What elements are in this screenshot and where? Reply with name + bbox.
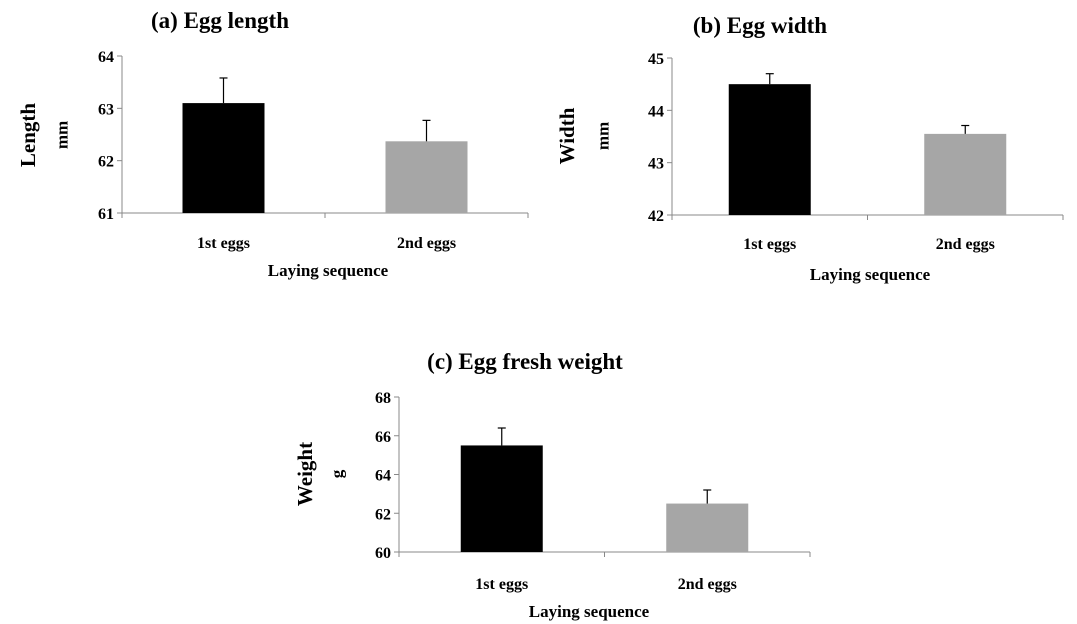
category-label: 1st eggs (475, 576, 528, 593)
bar-2 (666, 503, 749, 552)
y-tick-label: 43 (648, 156, 664, 173)
chart-panel-1: (a) Egg length 61 62 63 64 1st eggs 2nd eggs La… (16, 8, 529, 280)
y-tick-label: 68 (375, 390, 391, 407)
y-tick-label: 44 (648, 103, 664, 120)
category-label: 2nd eggs (678, 576, 737, 593)
bar-2 (385, 141, 468, 213)
y-axis-unit: mm (594, 122, 613, 150)
x-axis-label: Laying sequence (810, 265, 931, 284)
y-axis-label: Weight (293, 442, 317, 506)
category-label: 2nd eggs (936, 236, 995, 253)
y-tick-label: 42 (648, 208, 664, 225)
y-axis-label: Length (16, 103, 40, 168)
category-label: 1st eggs (743, 236, 796, 253)
y-tick-label: 60 (375, 545, 391, 562)
y-axis-unit: mm (53, 121, 72, 149)
y-tick-label: 62 (375, 506, 391, 523)
y-axis-label: Width (555, 107, 579, 164)
y-tick-label: 64 (375, 468, 391, 485)
y-tick-label: 63 (98, 101, 114, 118)
category-label: 1st eggs (197, 235, 250, 252)
y-tick-label: 45 (648, 51, 664, 68)
category-label: 2nd eggs (397, 235, 456, 252)
bar-1 (182, 103, 265, 213)
y-tick-label: 66 (375, 429, 391, 446)
chart-panel-2: (b) Egg width 42 43 44 45 1st eggs 2nd eggs Lay… (555, 13, 1064, 284)
y-tick-label: 62 (98, 154, 114, 171)
chart-panel-3: (c) Egg fresh weight 60 62 64 66 68 1st eggs 2n… (293, 349, 811, 621)
y-tick-label: 61 (98, 206, 114, 223)
chart-title: (b) Egg width (693, 13, 827, 38)
x-axis-label: Laying sequence (268, 261, 389, 280)
bar-1 (728, 84, 811, 216)
bar-2 (924, 133, 1007, 215)
y-axis-unit: g (328, 469, 347, 478)
bar-1 (460, 445, 543, 552)
chart-title: (c) Egg fresh weight (427, 349, 623, 374)
chart-title: (a) Egg length (151, 8, 289, 33)
x-axis-label: Laying sequence (529, 602, 650, 621)
y-tick-label: 64 (98, 49, 114, 66)
